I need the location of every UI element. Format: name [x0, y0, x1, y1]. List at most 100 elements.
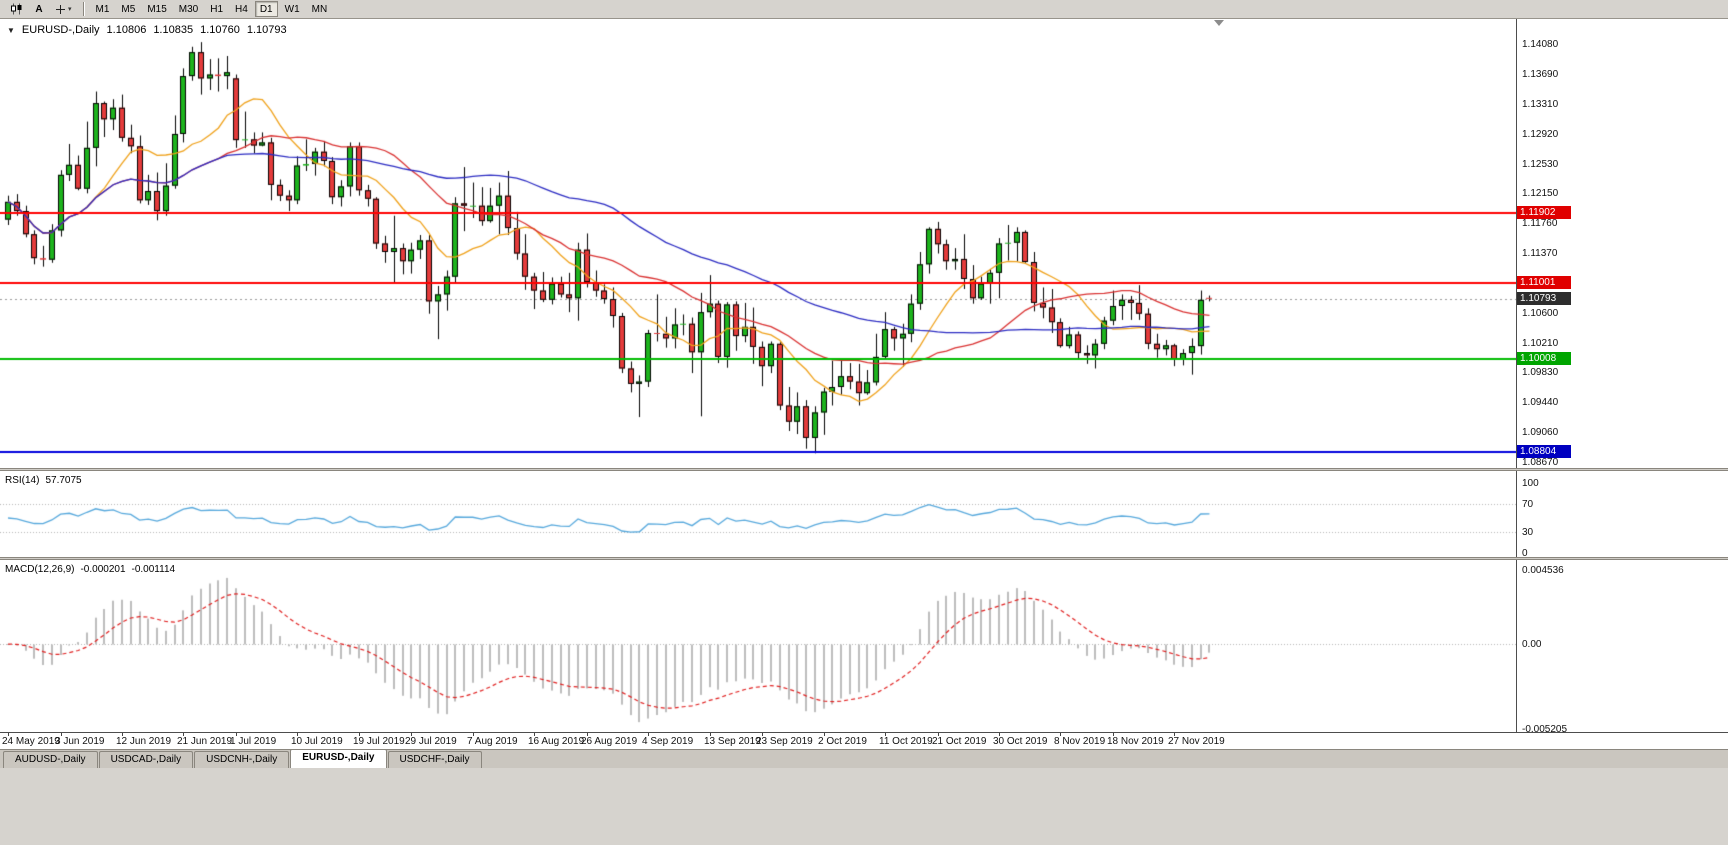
rsi-label: RSI(14) — [5, 475, 40, 486]
price-axis-label: 1.12530 — [1522, 158, 1559, 170]
time-axis-label: 13 Sep 2019 — [704, 736, 761, 747]
timeframe-button-m1[interactable]: M1 — [95, 3, 110, 15]
price-level-tag: 1.10008 — [1517, 352, 1571, 366]
price-axis-label: 1.12920 — [1522, 128, 1559, 140]
time-axis-label: 27 Nov 2019 — [1168, 736, 1225, 747]
time-axis-tick — [183, 733, 184, 736]
time-axis-label: 1 Jul 2019 — [230, 736, 277, 747]
time-axis[interactable]: 24 May 2019 3 Jun 2019 12 Jun 2019 21 Jun 2… — [0, 732, 1728, 749]
timeframe-button-m5[interactable]: M5 — [121, 3, 136, 15]
time-axis-label: 21 Oct 2019 — [932, 736, 987, 747]
dropdown-caret-icon: ▾ — [68, 5, 72, 13]
macd-label: MACD(12,26,9) — [5, 564, 75, 575]
time-axis-tick — [1060, 733, 1061, 736]
chart-tab-usdcad[interactable]: USDCAD-,Daily — [98, 751, 194, 768]
price-axis-label: 1.09830 — [1522, 367, 1559, 379]
time-axis-label: 11 Oct 2019 — [879, 736, 933, 747]
time-axis-label: 29 Jul 2019 — [405, 736, 457, 747]
time-axis-tick — [587, 733, 588, 736]
price-chart-canvas[interactable] — [0, 19, 1516, 468]
time-axis-label: 2 Oct 2019 — [818, 736, 867, 747]
chart-symbol-period: EURUSD-,Daily — [21, 24, 100, 36]
chart-tab-eurusd[interactable]: EURUSD-,Daily — [290, 749, 387, 768]
ohlc-low: 1.10760 — [200, 24, 240, 36]
time-axis-label: 19 Jul 2019 — [353, 736, 405, 747]
time-axis-tick — [534, 733, 535, 736]
rsi-axis-label: 0 — [1522, 548, 1528, 559]
time-axis-tick — [8, 733, 9, 736]
time-axis-label: 30 Oct 2019 — [993, 736, 1048, 747]
time-axis-tick — [824, 733, 825, 736]
crosshair-icon[interactable]: ▾ — [50, 1, 77, 17]
timeframe-button-w1[interactable]: W1 — [284, 3, 300, 15]
text-tool-icon[interactable]: A — [35, 3, 43, 15]
macd-axis-label: 0.004536 — [1522, 565, 1564, 576]
time-axis-label: 18 Nov 2019 — [1107, 736, 1164, 747]
timeframe-button-h4[interactable]: H4 — [235, 3, 248, 15]
ohlc-high: 1.10835 — [153, 24, 194, 36]
current-price-tag: 1.10793 — [1517, 291, 1571, 305]
time-axis-label: 10 Jul 2019 — [291, 736, 343, 747]
timeframe-button-h1[interactable]: H1 — [210, 3, 224, 15]
time-axis-tick — [710, 733, 711, 736]
chart-title-bar: ▼ EURUSD-,Daily 1.10806 1.10835 1.10760 … — [7, 24, 287, 36]
timeframe-button-m30[interactable]: M30 — [178, 3, 199, 15]
charts-icon[interactable] — [5, 1, 28, 17]
rsi-axis[interactable]: 100 70 30 0 — [1516, 471, 1728, 559]
time-axis-label: 24 May 2019 — [2, 736, 60, 747]
chart-shift-marker-icon — [1214, 20, 1224, 26]
price-level-tag: 1.11001 — [1517, 275, 1571, 289]
time-axis-label: 7 Aug 2019 — [467, 736, 518, 747]
time-axis-tick — [473, 733, 474, 736]
timeframe-button-mn[interactable]: MN — [311, 3, 328, 15]
rsi-pane: 100 70 30 0 RSI(14) 57.7075 — [0, 471, 1728, 559]
toolbar: A ▾ M1 M5 M15 M30 H1 H4 D1 W1 MN — [0, 0, 1728, 19]
price-axis-label: 1.10210 — [1522, 337, 1559, 349]
rsi-axis-label: 100 — [1522, 478, 1539, 489]
time-axis-label: 3 Jun 2019 — [55, 736, 105, 747]
chart-tab-usdchf[interactable]: USDCHF-,Daily — [387, 751, 482, 768]
rsi-axis-label: 70 — [1522, 499, 1534, 510]
macd-pane: 0.004536 0.00 -0.005205 MACD(12,26,9) -0.0… — [0, 560, 1728, 735]
price-axis-label: 1.08670 — [1522, 456, 1559, 468]
window-filler — [0, 768, 1728, 845]
time-axis-tick — [297, 733, 298, 736]
pane-splitter[interactable] — [0, 557, 1728, 560]
pane-splitter[interactable] — [0, 468, 1728, 471]
price-axis[interactable]: 1.14080 1.13690 1.13310 1.12920 1.12530 1.121… — [1516, 19, 1728, 468]
rsi-value: 57.7075 — [45, 475, 82, 486]
macd-canvas[interactable] — [0, 560, 1516, 732]
time-axis-label: 12 Jun 2019 — [116, 736, 172, 747]
time-axis-tick — [236, 733, 237, 736]
price-axis-label: 1.12150 — [1522, 188, 1559, 200]
time-axis-tick — [885, 733, 886, 736]
macd-label-bar: MACD(12,26,9) -0.000201 -0.001114 — [5, 564, 175, 575]
price-level-tag: 1.08804 — [1517, 445, 1571, 459]
macd-main-value: -0.000201 — [80, 564, 126, 575]
rsi-canvas[interactable] — [0, 471, 1516, 557]
timeframe-button-d1[interactable]: D1 — [254, 1, 278, 17]
chart-tab-audusd[interactable]: AUDUSD-,Daily — [3, 751, 98, 768]
time-axis-tick — [648, 733, 649, 736]
one-click-trading-arrow-icon[interactable]: ▼ — [7, 26, 15, 35]
rsi-label-bar: RSI(14) 57.7075 — [5, 475, 82, 486]
chart-tab-bar: AUDUSD-,Daily USDCAD-,Daily USDCNH-,Daily E… — [0, 749, 1728, 768]
price-level-tag: 1.11902 — [1517, 206, 1571, 220]
timeframe-button-m15[interactable]: M15 — [147, 3, 167, 15]
chart-tab-usdcnh[interactable]: USDCNH-,Daily — [194, 751, 290, 768]
price-axis-label: 1.14080 — [1522, 39, 1559, 51]
time-axis-label: 23 Sep 2019 — [756, 736, 813, 747]
price-axis-label: 1.09060 — [1522, 426, 1559, 438]
time-axis-label: 4 Sep 2019 — [642, 736, 694, 747]
rsi-axis-label: 30 — [1522, 527, 1534, 538]
ohlc-open: 1.10806 — [106, 24, 147, 36]
time-axis-tick — [938, 733, 939, 736]
time-axis-label: 26 Aug 2019 — [581, 736, 638, 747]
macd-axis[interactable]: 0.004536 0.00 -0.005205 — [1516, 560, 1728, 735]
macd-axis-label: -0.005205 — [1522, 724, 1568, 735]
price-axis-label: 1.13310 — [1522, 98, 1559, 110]
time-axis-label: 21 Jun 2019 — [177, 736, 233, 747]
ohlc-close: 1.10793 — [246, 24, 287, 36]
time-axis-tick — [999, 733, 1000, 736]
macd-axis-label: 0.00 — [1522, 639, 1542, 651]
